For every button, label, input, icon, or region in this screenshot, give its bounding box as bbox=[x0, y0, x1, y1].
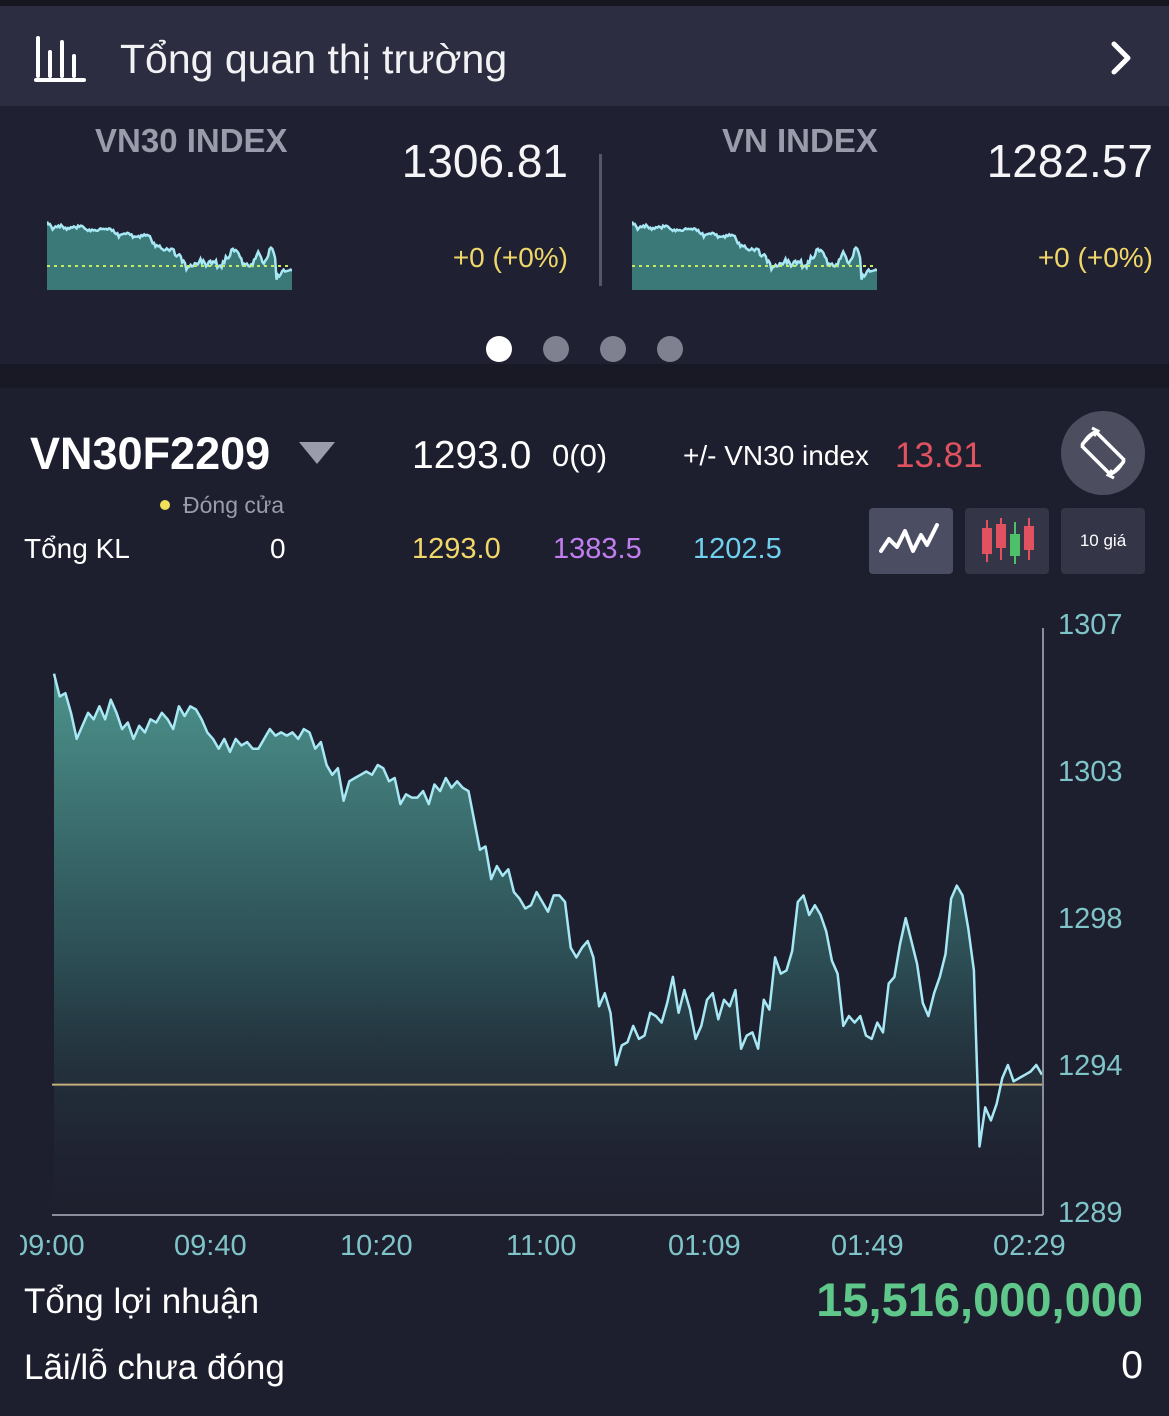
unrealized-pl-label: Lãi/lỗ chưa đóng bbox=[24, 1348, 285, 1387]
contract-selector[interactable]: VN30F2209 bbox=[30, 428, 270, 480]
basis-value: 13.81 bbox=[895, 436, 983, 475]
x-tick-label: 09:00 bbox=[20, 1230, 85, 1262]
ten-prices-label: 10 giá bbox=[1079, 531, 1127, 550]
candlestick-icon bbox=[982, 518, 1034, 564]
contract-price: 1293.0 bbox=[412, 434, 532, 477]
x-tick-clip: 09:00 bbox=[20, 1230, 96, 1263]
chevron-right-icon[interactable] bbox=[1108, 40, 1134, 76]
y-tick-label: 1294 bbox=[1058, 1050, 1123, 1082]
index-change: +0 (+0%) bbox=[1037, 242, 1153, 273]
y-tick-label: 1307 bbox=[1058, 609, 1123, 641]
index-card-vn30[interactable]: VN30 INDEX 1306.81 +0 (+0%) bbox=[0, 106, 590, 306]
intraday-price-chart[interactable] bbox=[0, 600, 1169, 1230]
price-line bbox=[52, 673, 1044, 1148]
rotate-icon bbox=[1080, 426, 1126, 480]
index-value: 1282.57 bbox=[986, 135, 1153, 187]
x-tick-label: 11:00 bbox=[506, 1230, 577, 1262]
x-tick-label: 01:49 bbox=[831, 1230, 904, 1262]
volume-label: Tổng KL bbox=[24, 533, 130, 564]
carousel-dot-4[interactable] bbox=[657, 336, 683, 362]
basis-label: +/- VN30 index bbox=[683, 440, 869, 471]
y-tick-label: 1289 bbox=[1058, 1197, 1123, 1229]
carousel-dot-1[interactable] bbox=[486, 336, 512, 362]
index-name: VN30 INDEX bbox=[95, 122, 288, 159]
x-tick-label: 01:09 bbox=[668, 1230, 741, 1262]
x-tick-label: 02:29 bbox=[993, 1230, 1066, 1262]
market-status: Đóng cửa bbox=[183, 492, 285, 518]
x-tick-label: 10:20 bbox=[340, 1230, 413, 1262]
section-separator bbox=[0, 364, 1169, 388]
contract-change: 0(0) bbox=[552, 438, 608, 473]
floor-price: 1202.5 bbox=[693, 533, 782, 565]
index-name: VN INDEX bbox=[722, 122, 878, 159]
candlestick-chart-button[interactable] bbox=[965, 508, 1049, 574]
ceiling-price: 1383.5 bbox=[553, 533, 642, 565]
market-overview-header[interactable]: Tổng quan thị trường bbox=[0, 6, 1169, 106]
ten-prices-button[interactable]: 10 giá bbox=[1061, 508, 1145, 574]
total-profit-label: Tổng lợi nhuận bbox=[24, 1282, 260, 1321]
carousel-dot-2[interactable] bbox=[543, 336, 569, 362]
line-chart-icon bbox=[879, 523, 939, 553]
total-profit-value: 15,516,000,000 bbox=[816, 1273, 1143, 1326]
index-change: +0 (+0%) bbox=[452, 242, 568, 273]
contract-symbol: VN30F2209 bbox=[30, 428, 271, 479]
page-title: Tổng quan thị trường bbox=[120, 36, 508, 82]
rotate-screen-button[interactable] bbox=[1061, 411, 1145, 495]
dropdown-triangle-icon[interactable] bbox=[299, 442, 335, 466]
status-strip bbox=[0, 0, 1169, 6]
price-area bbox=[54, 673, 1042, 1215]
index-sparkline bbox=[47, 221, 292, 290]
line-chart-button[interactable] bbox=[869, 508, 953, 574]
carousel-dot-3[interactable] bbox=[600, 336, 626, 362]
y-tick-label: 1298 bbox=[1058, 903, 1123, 935]
bar-chart-icon bbox=[34, 36, 86, 82]
index-card-vnindex[interactable]: VN INDEX 1282.57 +0 (+0%) bbox=[600, 106, 1169, 306]
index-value: 1306.81 bbox=[401, 135, 568, 187]
index-carousel[interactable] bbox=[0, 106, 1169, 364]
unrealized-pl-value: 0 bbox=[1121, 1344, 1143, 1387]
card-divider bbox=[599, 154, 602, 286]
index-sparkline bbox=[632, 221, 877, 290]
status-indicator-dot bbox=[160, 500, 170, 510]
x-tick-label: 09:40 bbox=[174, 1230, 247, 1262]
reference-price: 1293.0 bbox=[412, 533, 501, 565]
volume-value: 0 bbox=[270, 533, 286, 564]
y-tick-label: 1303 bbox=[1058, 756, 1123, 788]
